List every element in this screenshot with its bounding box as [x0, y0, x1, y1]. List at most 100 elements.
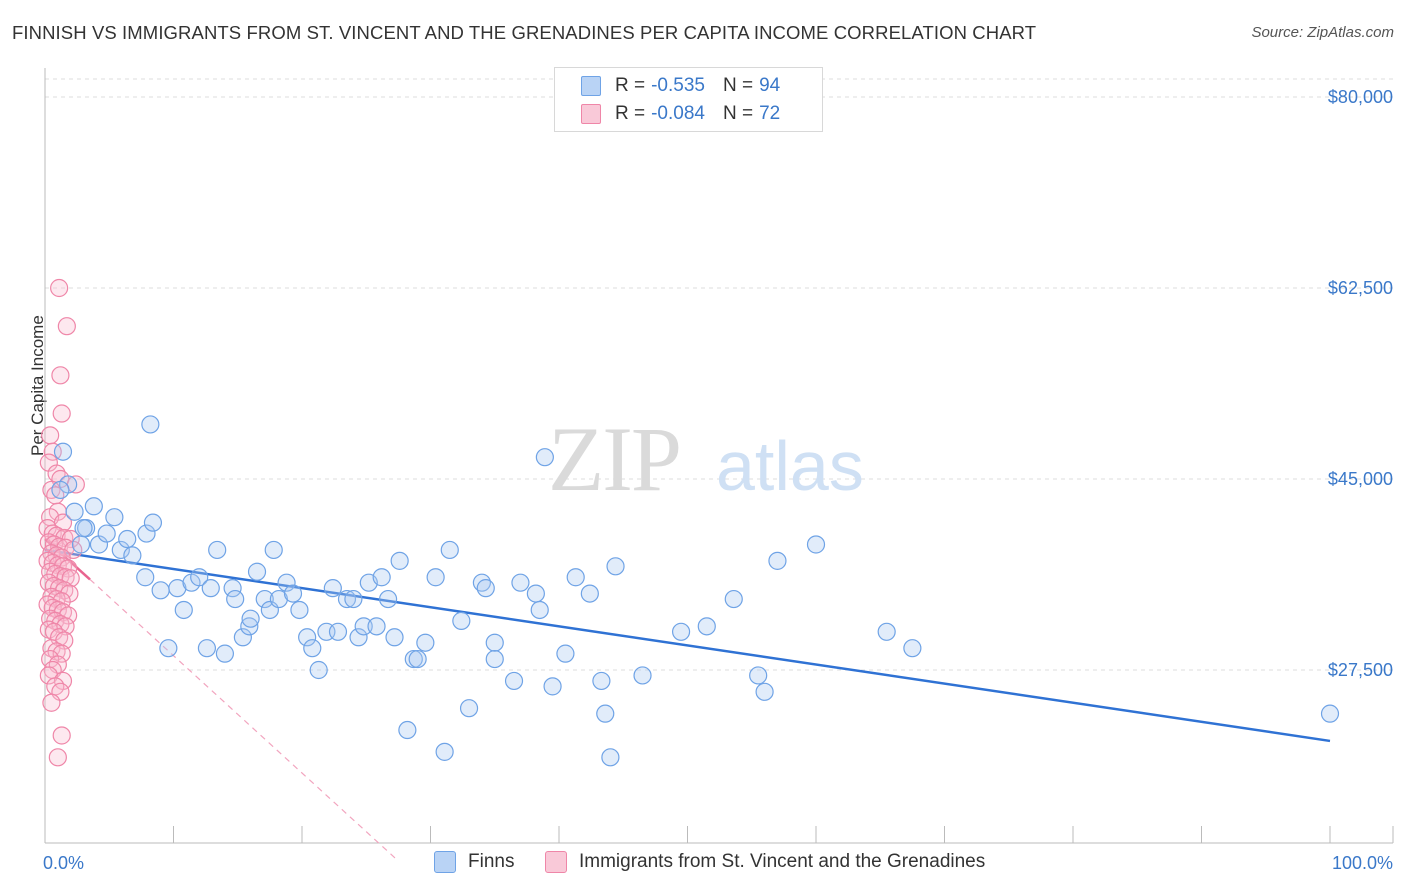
finns-point: [233, 628, 252, 647]
finns-point: [378, 589, 398, 609]
finns-point: [53, 442, 73, 461]
finns-point: [606, 557, 625, 576]
watermark-atlas: atlas: [716, 427, 864, 505]
finns-point: [105, 508, 124, 527]
finns-point: [485, 649, 504, 669]
finns-point: [303, 639, 322, 658]
svg-point: [51, 366, 70, 385]
finns-point: [159, 639, 178, 658]
finns-point: [749, 666, 768, 685]
finns-point: [697, 617, 716, 636]
finns-point: [141, 415, 160, 434]
finns-point: [367, 617, 386, 636]
finns-point: [123, 546, 142, 565]
finns-point: [223, 579, 242, 598]
finns-point: [398, 720, 417, 740]
svg-point: [38, 595, 57, 614]
watermark-zip: ZIP: [548, 408, 680, 510]
finns-point: [476, 579, 495, 598]
finns-point: [601, 748, 620, 767]
finns-point: [201, 579, 220, 598]
y-tick-label: $45,000: [1328, 469, 1393, 489]
finns-point: [264, 540, 283, 560]
finns-point: [566, 568, 585, 587]
finns-point: [426, 568, 445, 587]
x-tick-label: 0.0%: [43, 853, 84, 873]
legend-row-svg: R = -0.084 N = 72: [581, 102, 798, 126]
finns-point: [543, 677, 562, 696]
source-label: Source: ZipAtlas.com: [1251, 24, 1394, 41]
legend-r-label: R =: [615, 75, 646, 96]
finns-point: [283, 584, 303, 603]
finns-point: [309, 660, 328, 680]
finns-point: [671, 622, 691, 641]
finns-point: [344, 589, 363, 609]
finns-point: [290, 600, 309, 620]
finns-point: [724, 589, 743, 609]
svg-point: [43, 442, 62, 461]
series-svg-points: [38, 278, 85, 767]
finns-point: [806, 535, 826, 554]
finns-point: [298, 628, 317, 647]
finns-point: [174, 600, 193, 620]
finns-point: [511, 573, 530, 592]
finns-point: [903, 639, 922, 658]
y-tick-label: $80,000: [1328, 87, 1393, 107]
finns-point: [71, 535, 91, 554]
finns-point: [526, 584, 545, 603]
legend-swatch-finns: [581, 76, 601, 96]
finns-point: [111, 540, 130, 560]
finns-point: [755, 682, 774, 701]
bottom-legend-swatch-finns: [434, 851, 456, 873]
svg-point: [57, 317, 76, 336]
legend-swatch-svg: [581, 104, 601, 124]
svg-point: [39, 573, 58, 592]
svg-point: [50, 278, 69, 298]
finns-point: [323, 579, 342, 598]
chart-title: FINNISH VS IMMIGRANTS FROM ST. VINCENT A…: [12, 22, 1037, 43]
finns-point: [337, 589, 357, 609]
legend-r-value: -0.535: [651, 75, 705, 96]
finns-point: [277, 573, 296, 592]
finns-point: [408, 649, 427, 669]
finns-point: [84, 497, 103, 516]
finns-point: [592, 671, 611, 691]
bottom-legend-svg: Immigrants from St. Vincent and the Gren…: [545, 851, 985, 873]
finns-point: [877, 622, 896, 641]
finns-point: [452, 611, 471, 630]
finns-point: [349, 628, 368, 647]
legend-box: R = -0.535 N = 94 R = -0.084 N = 72: [554, 67, 823, 132]
finns-point: [255, 589, 274, 609]
finns-point: [485, 633, 504, 652]
trend-line-finns: [44, 548, 1331, 743]
grid-lines: [45, 78, 1393, 671]
svg-point: [52, 404, 71, 423]
finns-point: [97, 524, 116, 543]
finns-point: [247, 562, 267, 581]
finns-point: [580, 584, 599, 603]
svg-point: [39, 666, 58, 685]
svg-point: [52, 644, 71, 663]
finns-point: [136, 568, 155, 587]
finns-point: [390, 551, 409, 570]
finns-point: [65, 502, 84, 521]
finns-point: [197, 639, 217, 658]
finns-point: [215, 644, 234, 663]
y-tick-label: $62,500: [1328, 278, 1393, 298]
bottom-legend-swatch-svg: [545, 851, 567, 873]
finns-point: [226, 589, 245, 609]
finns-point: [372, 568, 391, 587]
finns-point: [530, 600, 549, 620]
legend-n-value: 72: [759, 103, 781, 124]
bottom-legend-finns: Finns: [434, 851, 514, 873]
finns-point: [328, 622, 348, 641]
legend-r-label: R =: [615, 103, 646, 124]
finns-point: [354, 617, 373, 636]
finns-point: [556, 644, 575, 663]
finns-point: [269, 589, 288, 609]
finns-point: [416, 633, 435, 652]
finns-point: [459, 699, 479, 718]
trend-line-svg-extension: [89, 578, 399, 862]
finns-point: [435, 742, 454, 761]
